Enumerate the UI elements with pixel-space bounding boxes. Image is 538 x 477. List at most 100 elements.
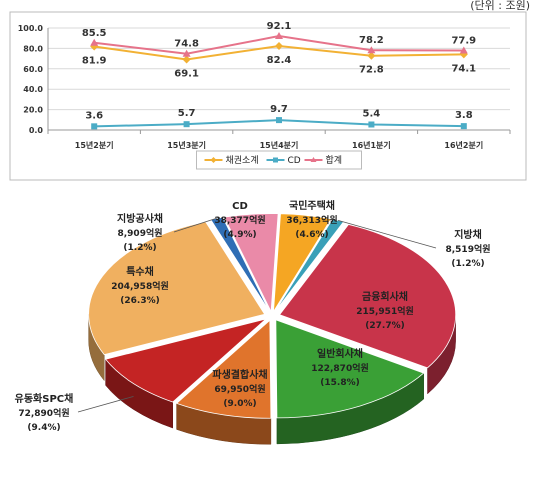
slice-value: 69,950억원	[214, 383, 265, 395]
slice-name: 금융회사채	[362, 290, 408, 303]
y-tick-label: 0.0	[29, 126, 44, 135]
data-point	[182, 55, 191, 64]
slice-percent: (9.4%)	[27, 423, 60, 433]
data-label: 3.8	[455, 110, 473, 121]
data-point	[182, 49, 191, 57]
data-point	[367, 46, 376, 54]
leader-line	[77, 396, 134, 413]
legend-label: 합계	[326, 154, 343, 166]
y-tick-labels: 0.0 20.0 40.0 60.0 80.0 100.0	[18, 24, 44, 135]
data-point	[275, 32, 283, 40]
slice-name: 유동화SPC채	[15, 392, 74, 405]
leader-line	[337, 219, 437, 249]
slice-value: 38,377억원	[214, 214, 265, 226]
leader-line	[173, 217, 217, 233]
legend-label: CD	[288, 156, 301, 166]
slice-percent: (26.3%)	[120, 296, 159, 306]
data-label: 74.8	[174, 39, 199, 50]
y-tick-label: 60.0	[23, 65, 43, 74]
pie-slice	[273, 213, 332, 312]
data-point	[275, 41, 283, 50]
data-label: 82.4	[267, 55, 292, 66]
slice-percent: (4.6%)	[295, 230, 328, 240]
slice-label: CD 38,377억원 (4.9%)	[214, 201, 265, 240]
data-label: 69.1	[174, 69, 199, 80]
slice-percent: (9.0%)	[223, 399, 256, 409]
data-point	[459, 46, 468, 54]
data-point	[276, 117, 282, 124]
data-label: 72.8	[359, 65, 384, 76]
data-label: 85.5	[82, 28, 107, 39]
line-series	[90, 32, 468, 130]
pie-slice	[175, 319, 272, 419]
slice-value: 8,909억원	[117, 227, 162, 239]
slice-percent: (1.2%)	[451, 259, 484, 269]
slice-name: 특수채	[126, 265, 154, 278]
pie-slice	[275, 319, 425, 419]
slice-labels: 국민주택채 36,313억원 (4.6%) 지방채 8,519억원 (1.2%) 금융회사채…	[15, 199, 491, 433]
data-point	[368, 121, 375, 128]
data-point	[91, 123, 98, 130]
slice-label: 금융회사채 215,951억원 (27.7%)	[356, 290, 414, 331]
slice-percent: (1.2%)	[123, 243, 156, 253]
data-label: 9.7	[270, 104, 288, 115]
pie-chart: 국민주택채 36,313억원 (4.6%) 지방채 8,519억원 (1.2%) 금융회사채…	[15, 199, 491, 445]
legend-marker	[273, 157, 278, 163]
x-tick-label: 15년4분기	[260, 140, 299, 150]
pie-slice	[223, 213, 279, 314]
slice-value: 204,958억원	[111, 280, 169, 292]
data-point	[90, 38, 99, 46]
slice-name: 일반회사채	[317, 347, 363, 360]
data-label: 3.6	[85, 110, 103, 121]
slice-percent: (27.7%)	[365, 321, 404, 331]
legend: 채권소계 CD 합계	[196, 150, 362, 170]
x-tick-label: 15년2분기	[75, 140, 114, 150]
data-label: 92.1	[267, 21, 292, 32]
data-point	[367, 51, 376, 60]
slice-value: 36,313억원	[286, 214, 337, 226]
slice-name: 지방공사채	[117, 212, 163, 225]
slice-label: 국민주택채 36,313억원 (4.6%)	[286, 199, 337, 240]
x-tick-label: 16년2분기	[444, 140, 483, 150]
legend-marker	[210, 157, 217, 163]
pie-slice	[278, 224, 457, 369]
slice-percent: (15.8%)	[320, 378, 359, 388]
slice-value: 215,951억원	[356, 305, 414, 317]
slice-percent: (4.9%)	[223, 230, 256, 240]
slice-label: 지방공사채 8,909억원 (1.2%)	[117, 212, 163, 253]
slice-name: CD	[232, 201, 248, 212]
x-tick-label: 15년3분기	[167, 140, 206, 150]
pie-slice	[104, 318, 267, 403]
slice-value: 8,519억원	[445, 243, 490, 255]
data-label: 5.4	[363, 108, 381, 119]
pie-slices	[88, 213, 457, 419]
data-label: 5.7	[178, 108, 196, 119]
x-tick-labels: 15년2분기 15년3분기 15년4분기 16년1분기 16년2분기	[75, 140, 483, 150]
legend-label: 채권소계	[226, 154, 259, 166]
data-label: 74.1	[451, 63, 476, 74]
unit-note: (단위 : 조원)	[470, 0, 530, 12]
y-tick-label: 20.0	[23, 106, 43, 115]
x-tick-label: 16년1분기	[352, 140, 391, 150]
y-tick-label: 80.0	[23, 44, 43, 53]
slice-value: 72,890억원	[18, 407, 69, 419]
y-tick-label: 40.0	[23, 85, 43, 94]
data-label: 81.9	[82, 55, 107, 66]
slice-name: 국민주택채	[289, 199, 335, 212]
slice-label: 유동화SPC채 72,890억원 (9.4%)	[15, 392, 74, 433]
slice-label: 파생결합사채 69,950억원 (9.0%)	[212, 368, 267, 409]
slice-value: 122,870억원	[311, 362, 369, 374]
slice-name: 파생결합사채	[212, 368, 267, 381]
data-label: 77.9	[451, 36, 476, 47]
leader-lines	[77, 217, 437, 413]
slice-label: 지방채 8,519억원 (1.2%)	[445, 228, 490, 269]
slice-label: 일반회사채 122,870억원 (15.8%)	[311, 347, 369, 388]
slice-name: 지방채	[454, 228, 482, 241]
y-tick-label: 100.0	[18, 24, 44, 33]
data-label: 78.2	[359, 35, 384, 46]
data-labels: 81.9 69.1 82.4 72.8 74.1 3.6 5.7 9.7 5.4 3.8 85.5 7…	[82, 21, 476, 121]
slice-label: 특수채 204,958억원 (26.3%)	[111, 265, 169, 306]
y-gridlines	[47, 27, 511, 134]
data-point	[183, 121, 190, 128]
pie-slice	[209, 216, 270, 312]
